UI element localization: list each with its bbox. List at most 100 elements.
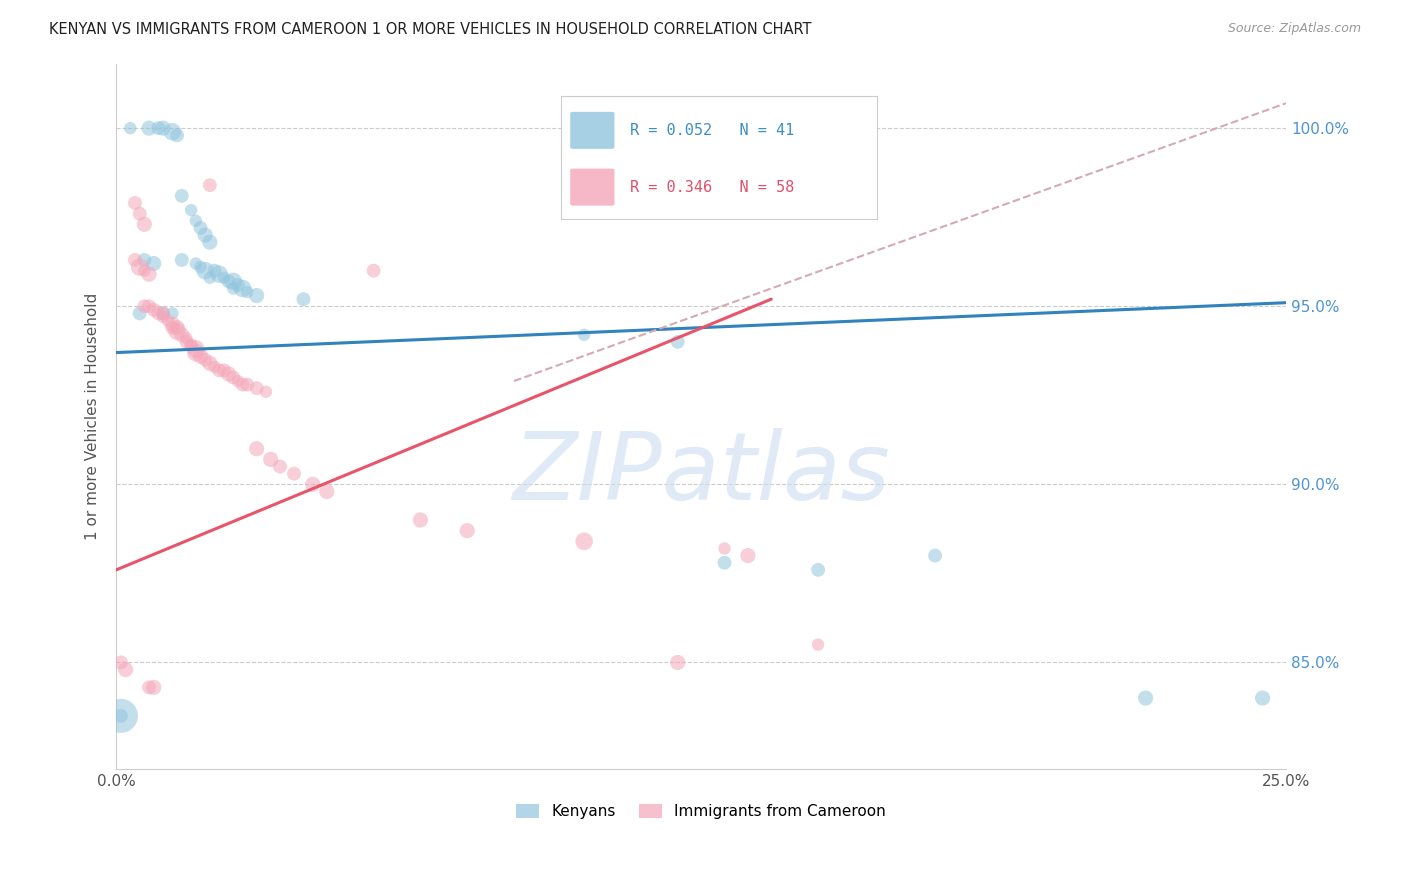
- Point: [138, 121, 160, 136]
- Point: [363, 263, 385, 277]
- Point: [572, 327, 595, 342]
- Point: [666, 656, 689, 670]
- Point: [152, 310, 174, 324]
- Point: [190, 220, 212, 235]
- Point: [170, 252, 193, 267]
- Point: [148, 306, 170, 320]
- Point: [198, 235, 221, 249]
- Point: [456, 524, 478, 538]
- Point: [110, 656, 132, 670]
- Point: [198, 178, 221, 193]
- Point: [218, 274, 240, 288]
- Point: [194, 352, 217, 367]
- Point: [212, 270, 235, 285]
- Point: [124, 252, 146, 267]
- Point: [148, 121, 170, 136]
- Point: [292, 292, 315, 306]
- Point: [246, 381, 269, 395]
- Point: [1251, 691, 1274, 706]
- Point: [246, 288, 269, 302]
- Point: [142, 302, 165, 317]
- Point: [184, 256, 207, 270]
- Point: [236, 285, 259, 299]
- Point: [222, 370, 245, 384]
- Point: [301, 477, 323, 491]
- Legend: Kenyans, Immigrants from Cameroon: Kenyans, Immigrants from Cameroon: [510, 797, 891, 825]
- Point: [110, 709, 132, 723]
- Point: [166, 128, 188, 143]
- Point: [190, 349, 212, 363]
- Point: [232, 281, 254, 295]
- Point: [134, 218, 156, 232]
- Point: [156, 313, 179, 327]
- Point: [204, 359, 226, 374]
- Point: [194, 227, 217, 242]
- Point: [218, 367, 240, 381]
- Point: [184, 342, 207, 356]
- Point: [138, 299, 160, 313]
- Point: [170, 327, 193, 342]
- Point: [162, 317, 184, 331]
- Point: [138, 267, 160, 281]
- Point: [283, 467, 305, 481]
- Point: [208, 267, 231, 281]
- Point: [176, 334, 198, 349]
- Point: [198, 356, 221, 370]
- Point: [120, 121, 142, 136]
- Point: [124, 196, 146, 211]
- Point: [924, 549, 946, 563]
- Point: [1135, 691, 1157, 706]
- Point: [194, 263, 217, 277]
- Point: [226, 277, 249, 292]
- Text: KENYAN VS IMMIGRANTS FROM CAMEROON 1 OR MORE VEHICLES IN HOUSEHOLD CORRELATION C: KENYAN VS IMMIGRANTS FROM CAMEROON 1 OR …: [49, 22, 811, 37]
- Y-axis label: 1 or more Vehicles in Household: 1 or more Vehicles in Household: [86, 293, 100, 541]
- Point: [713, 556, 735, 570]
- Point: [713, 541, 735, 556]
- Point: [315, 484, 337, 499]
- Point: [152, 306, 174, 320]
- Point: [222, 274, 245, 288]
- Point: [737, 549, 759, 563]
- Point: [409, 513, 432, 527]
- Point: [190, 260, 212, 274]
- Text: ZIPatlas: ZIPatlas: [512, 427, 890, 518]
- Point: [666, 334, 689, 349]
- Point: [162, 320, 184, 334]
- Point: [226, 374, 249, 388]
- Point: [236, 377, 259, 392]
- Point: [260, 452, 283, 467]
- Point: [246, 442, 269, 456]
- Point: [134, 299, 156, 313]
- Point: [180, 338, 202, 352]
- Point: [204, 263, 226, 277]
- Point: [198, 270, 221, 285]
- Point: [170, 189, 193, 203]
- Point: [232, 377, 254, 392]
- Point: [110, 709, 132, 723]
- Point: [269, 459, 291, 474]
- Point: [166, 324, 188, 338]
- Point: [128, 260, 150, 274]
- Point: [166, 320, 188, 334]
- Point: [142, 256, 165, 270]
- Point: [212, 363, 235, 377]
- Point: [138, 681, 160, 695]
- Point: [807, 563, 830, 577]
- Point: [128, 207, 150, 221]
- Point: [180, 203, 202, 218]
- Point: [114, 663, 136, 677]
- Point: [152, 306, 174, 320]
- Point: [572, 534, 595, 549]
- Point: [142, 681, 165, 695]
- Point: [152, 121, 174, 136]
- Point: [254, 384, 277, 399]
- Point: [180, 338, 202, 352]
- Point: [208, 363, 231, 377]
- Point: [162, 306, 184, 320]
- Point: [134, 263, 156, 277]
- Point: [176, 331, 198, 345]
- Point: [222, 281, 245, 295]
- Point: [184, 214, 207, 228]
- Text: Source: ZipAtlas.com: Source: ZipAtlas.com: [1227, 22, 1361, 36]
- Point: [134, 252, 156, 267]
